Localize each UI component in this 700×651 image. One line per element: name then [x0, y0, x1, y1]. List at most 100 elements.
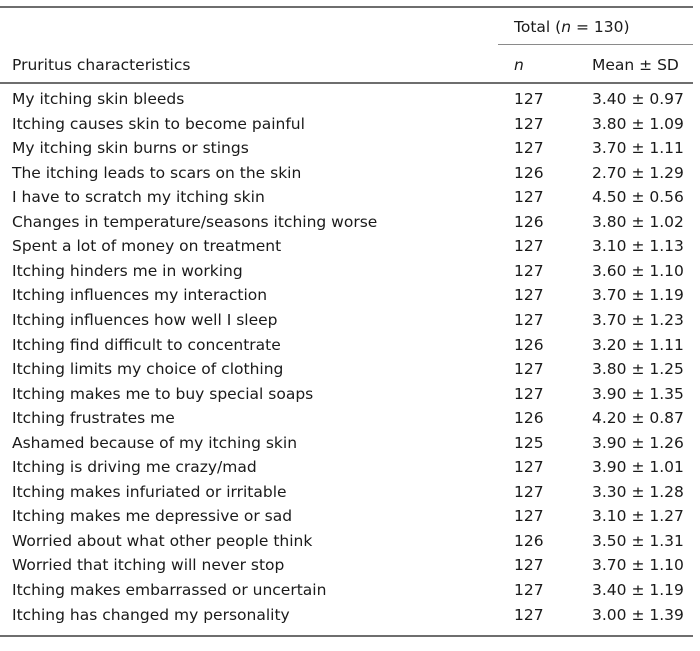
- table-row: Itching causes skin to become painful 127…: [0, 114, 693, 139]
- row-n: 127: [514, 310, 544, 329]
- row-n: 127: [514, 90, 544, 108]
- table-row: My itching skin burns or stings 127 3.70 ±…: [0, 138, 693, 163]
- table-row: Itching makes me depressive or sad 127 3.1…: [0, 506, 693, 531]
- row-characteristic: Itching influences how well I sleep: [12, 310, 278, 329]
- row-mean-sd: 3.10 ± 1.27: [592, 507, 684, 526]
- row-characteristic: Itching makes me to buy special soaps: [12, 384, 314, 403]
- row-characteristic: The itching leads to scars on the skin: [12, 163, 302, 182]
- row-n: 127: [514, 605, 544, 624]
- row-n: 127: [514, 286, 544, 305]
- total-suffix: = 130): [571, 18, 630, 36]
- row-mean-sd: 3.80 ± 1.02: [592, 212, 684, 231]
- row-n: 126: [514, 531, 544, 550]
- row-mean-sd: 4.50 ± 0.56: [592, 188, 684, 207]
- row-characteristic: Itching hinders me in working: [12, 261, 243, 280]
- table-row: Ashamed because of my itching skin 125 3.9…: [0, 433, 693, 458]
- row-mean-sd: 3.40 ± 0.97: [592, 90, 684, 108]
- row-n: 126: [514, 163, 544, 182]
- table-row: The itching leads to scars on the skin 12…: [0, 163, 693, 188]
- row-mean-sd: 2.70 ± 1.29: [592, 163, 684, 182]
- table-row: Itching limits my choice of clothing 127 3…: [0, 359, 693, 384]
- row-mean-sd: 3.50 ± 1.31: [592, 531, 684, 550]
- row-n: 125: [514, 433, 544, 452]
- row-characteristic: Itching frustrates me: [12, 409, 175, 428]
- row-characteristic: My itching skin bleeds: [12, 90, 185, 108]
- row-characteristic: Changes in temperature/seasons itching w…: [12, 212, 378, 231]
- table-row: Worried that itching will never stop 127 3…: [0, 555, 693, 580]
- row-characteristic: Itching makes me depressive or sad: [12, 507, 293, 526]
- row-mean-sd: 3.80 ± 1.09: [592, 114, 684, 133]
- row-mean-sd: 3.60 ± 1.10: [592, 261, 684, 280]
- table-row: Itching is driving me crazy/mad 127 3.90 ±…: [0, 457, 693, 482]
- table-row: Itching influences my interaction 127 3.70…: [0, 285, 693, 310]
- table-row: Spent a lot of money on treatment 127 3.10…: [0, 236, 693, 261]
- row-mean-sd: 3.20 ± 1.11: [592, 335, 684, 354]
- row-n: 127: [514, 581, 544, 599]
- total-n-symbol: n: [561, 18, 572, 36]
- row-mean-sd: 3.70 ± 1.23: [592, 310, 684, 329]
- table-row: Itching has changed my personality 127 3.0…: [0, 605, 693, 630]
- row-characteristic: Worried about what other people think: [12, 531, 313, 550]
- row-characteristic: My itching skin burns or stings: [12, 139, 249, 158]
- row-n: 126: [514, 335, 544, 354]
- row-n: 127: [514, 139, 544, 158]
- row-n: 126: [514, 212, 544, 231]
- row-characteristic: Itching causes skin to become painful: [12, 114, 305, 133]
- table-row: Itching makes embarrassed or uncertain 12…: [0, 580, 693, 605]
- row-n: 127: [514, 556, 544, 575]
- table-row: My itching skin bleeds 127 3.40 ± 0.97: [0, 89, 693, 114]
- table-row: Itching makes me to buy special soaps 127…: [0, 384, 693, 409]
- row-mean-sd: 3.90 ± 1.35: [592, 384, 684, 403]
- row-mean-sd: 3.90 ± 1.01: [592, 458, 684, 477]
- row-n: 127: [514, 261, 544, 280]
- row-n: 127: [514, 482, 544, 501]
- table-bottom-rule: [0, 635, 693, 637]
- row-characteristic: Itching limits my choice of clothing: [12, 360, 284, 379]
- row-mean-sd: 3.80 ± 1.25: [592, 360, 684, 379]
- row-mean-sd: 4.20 ± 0.87: [592, 409, 684, 428]
- table-row: Itching find difficult to concentrate 126…: [0, 335, 693, 360]
- total-prefix: Total (: [514, 18, 562, 36]
- table-row: Changes in temperature/seasons itching w…: [0, 212, 693, 237]
- row-characteristic: Itching makes embarrassed or uncertain: [12, 581, 327, 599]
- row-characteristic: Itching makes infuriated or irritable: [12, 482, 287, 501]
- row-characteristic: Itching has changed my personality: [12, 605, 290, 624]
- table-top-rule: [0, 6, 693, 8]
- table-row: I have to scratch my itching skin 127 4.50…: [0, 187, 693, 212]
- row-n: 127: [514, 458, 544, 477]
- row-characteristic: I have to scratch my itching skin: [12, 188, 265, 207]
- row-characteristic: Ashamed because of my itching skin: [12, 433, 298, 452]
- row-n: 127: [514, 384, 544, 403]
- column-header-characteristics: Pruritus characteristics: [12, 56, 191, 74]
- row-characteristic: Itching influences my interaction: [12, 286, 268, 305]
- table-row: Itching hinders me in working 127 3.60 ± 1…: [0, 261, 693, 286]
- table-row: Itching influences how well I sleep 127 3.…: [0, 310, 693, 335]
- row-characteristic: Itching find difficult to concentrate: [12, 335, 281, 354]
- table-row: Itching frustrates me 126 4.20 ± 0.87: [0, 408, 693, 433]
- total-group-header: Total (n = 130): [514, 17, 630, 37]
- row-characteristic: Spent a lot of money on treatment: [12, 237, 282, 256]
- row-mean-sd: 3.70 ± 1.10: [592, 556, 684, 575]
- total-group-rule: [498, 44, 693, 45]
- row-n: 127: [514, 237, 544, 256]
- column-header-mean-sd: Mean ± SD: [592, 56, 679, 74]
- table-header-rule: [0, 82, 693, 84]
- row-mean-sd: 3.90 ± 1.26: [592, 433, 684, 452]
- row-n: 127: [514, 188, 544, 207]
- table-row: Worried about what other people think 126…: [0, 531, 693, 556]
- table-row: Itching makes infuriated or irritable 127…: [0, 482, 693, 507]
- row-characteristic: Itching is driving me crazy/mad: [12, 458, 257, 477]
- row-characteristic: Worried that itching will never stop: [12, 556, 285, 575]
- row-mean-sd: 3.00 ± 1.39: [592, 605, 684, 624]
- row-mean-sd: 3.10 ± 1.13: [592, 237, 684, 256]
- column-header-n: n: [514, 56, 524, 74]
- row-mean-sd: 3.70 ± 1.19: [592, 286, 684, 305]
- row-mean-sd: 3.40 ± 1.19: [592, 581, 684, 599]
- row-n: 127: [514, 360, 544, 379]
- row-n: 127: [514, 114, 544, 133]
- row-n: 127: [514, 507, 544, 526]
- row-mean-sd: 3.30 ± 1.28: [592, 482, 684, 501]
- row-mean-sd: 3.70 ± 1.11: [592, 139, 684, 158]
- row-n: 126: [514, 409, 544, 428]
